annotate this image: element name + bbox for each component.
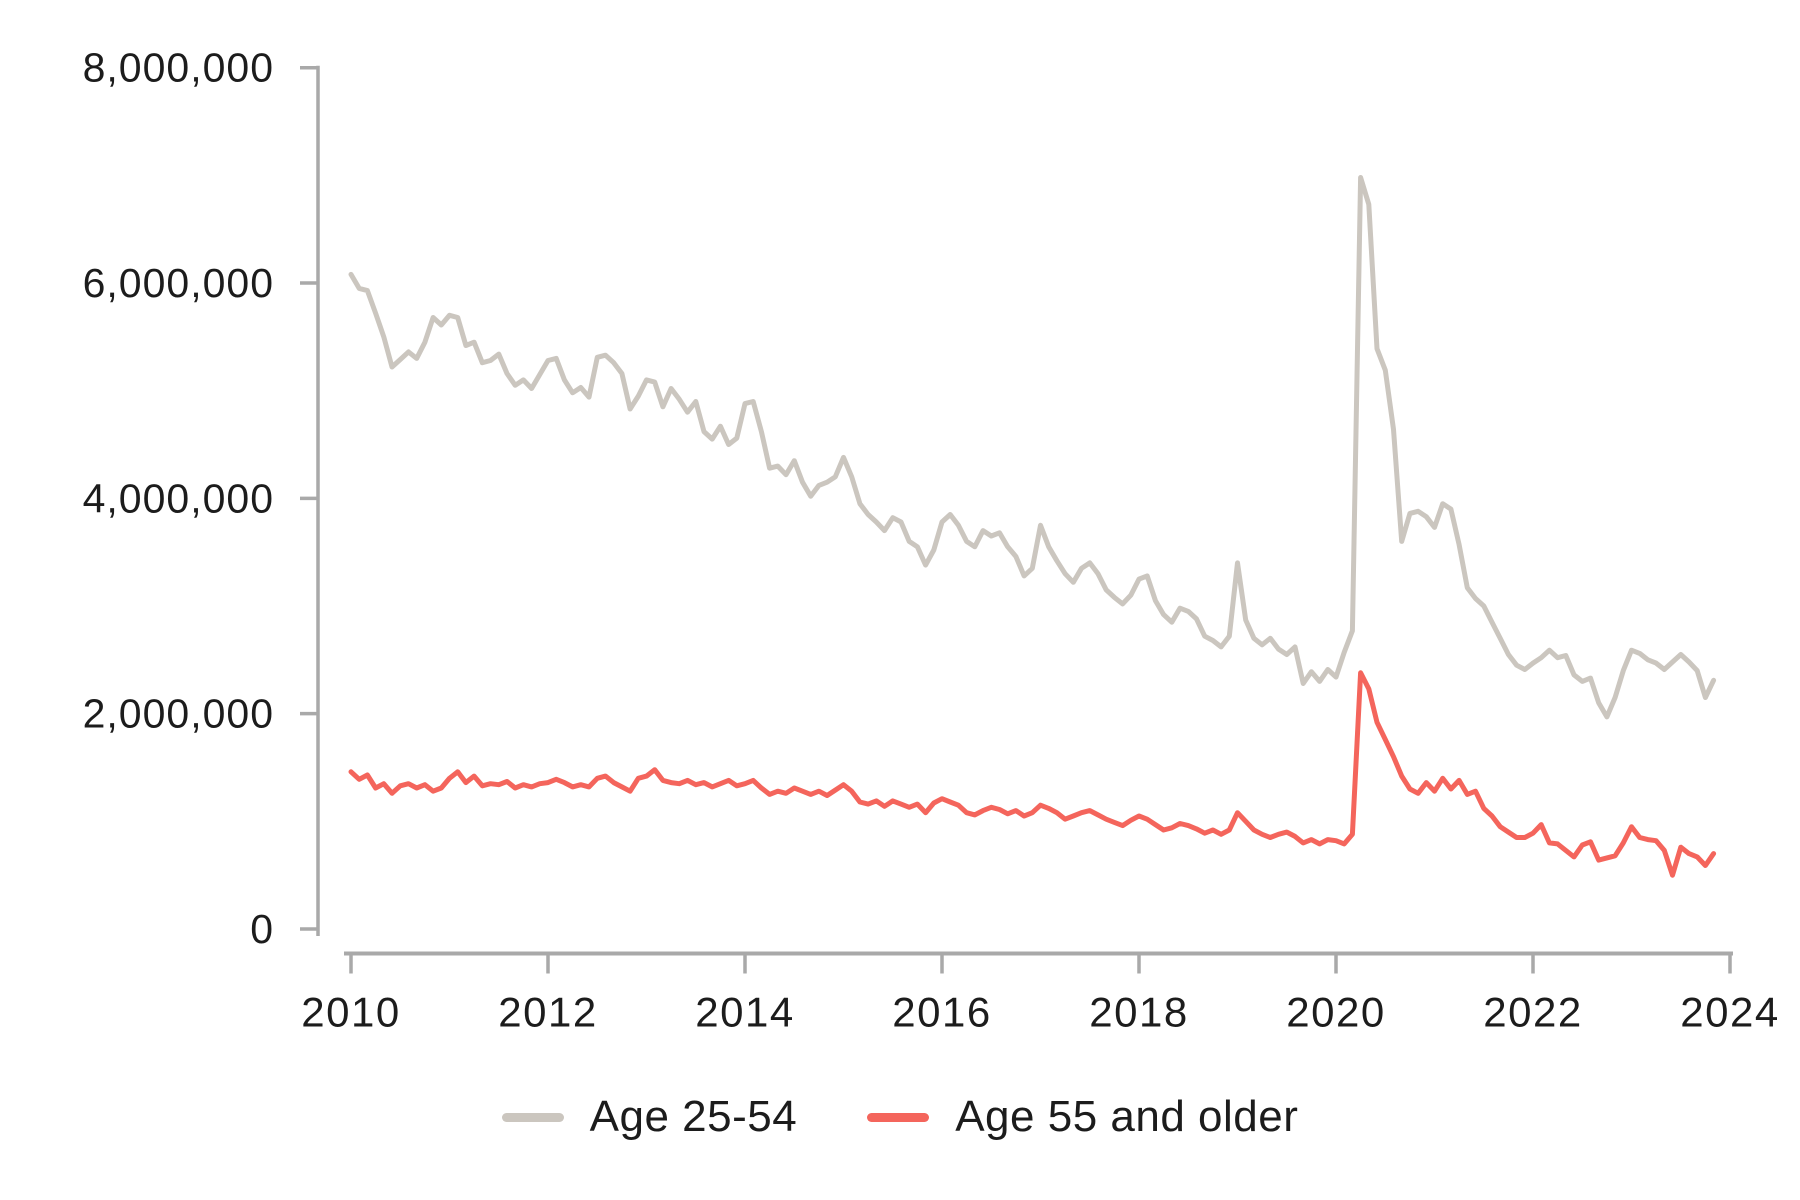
legend-item-age-55-older: Age 55 and older [867, 1092, 1298, 1142]
legend-swatch-gray [501, 1112, 564, 1122]
y-tick-label: 8,000,000 [83, 45, 274, 91]
series-line-age-25-54 [348, 175, 1717, 720]
y-tick-label: 0 [250, 906, 274, 952]
y-tick-label: 4,000,000 [83, 475, 274, 521]
x-tick-label: 2014 [695, 989, 794, 1036]
x-tick-label: 2016 [892, 989, 991, 1036]
legend: Age 25-54 Age 55 and older [0, 1092, 1800, 1142]
data-series [348, 175, 1717, 878]
legend-label-age-25-54: Age 25-54 [589, 1092, 798, 1141]
legend-label-age-55-older: Age 55 and older [955, 1092, 1299, 1141]
x-tick-label: 2012 [498, 989, 597, 1036]
y-axis: 8,000,000 6,000,000 4,000,000 2,000,000 0 [83, 45, 320, 952]
x-tick-label: 2010 [301, 989, 400, 1036]
x-axis: 2010 2012 2014 2016 2018 2020 2022 2024 [301, 951, 1779, 1036]
x-tick-label: 2024 [1680, 989, 1779, 1036]
x-tick-label: 2018 [1089, 989, 1188, 1036]
x-tick-label: 2020 [1286, 989, 1385, 1036]
y-tick-label: 2,000,000 [83, 691, 274, 737]
y-tick-label: 6,000,000 [83, 260, 274, 306]
x-tick-label: 2022 [1483, 989, 1582, 1036]
legend-item-age-25-54: Age 25-54 [501, 1092, 798, 1142]
series-line-age-55-and-older [348, 670, 1717, 878]
legend-swatch-red [867, 1112, 930, 1122]
